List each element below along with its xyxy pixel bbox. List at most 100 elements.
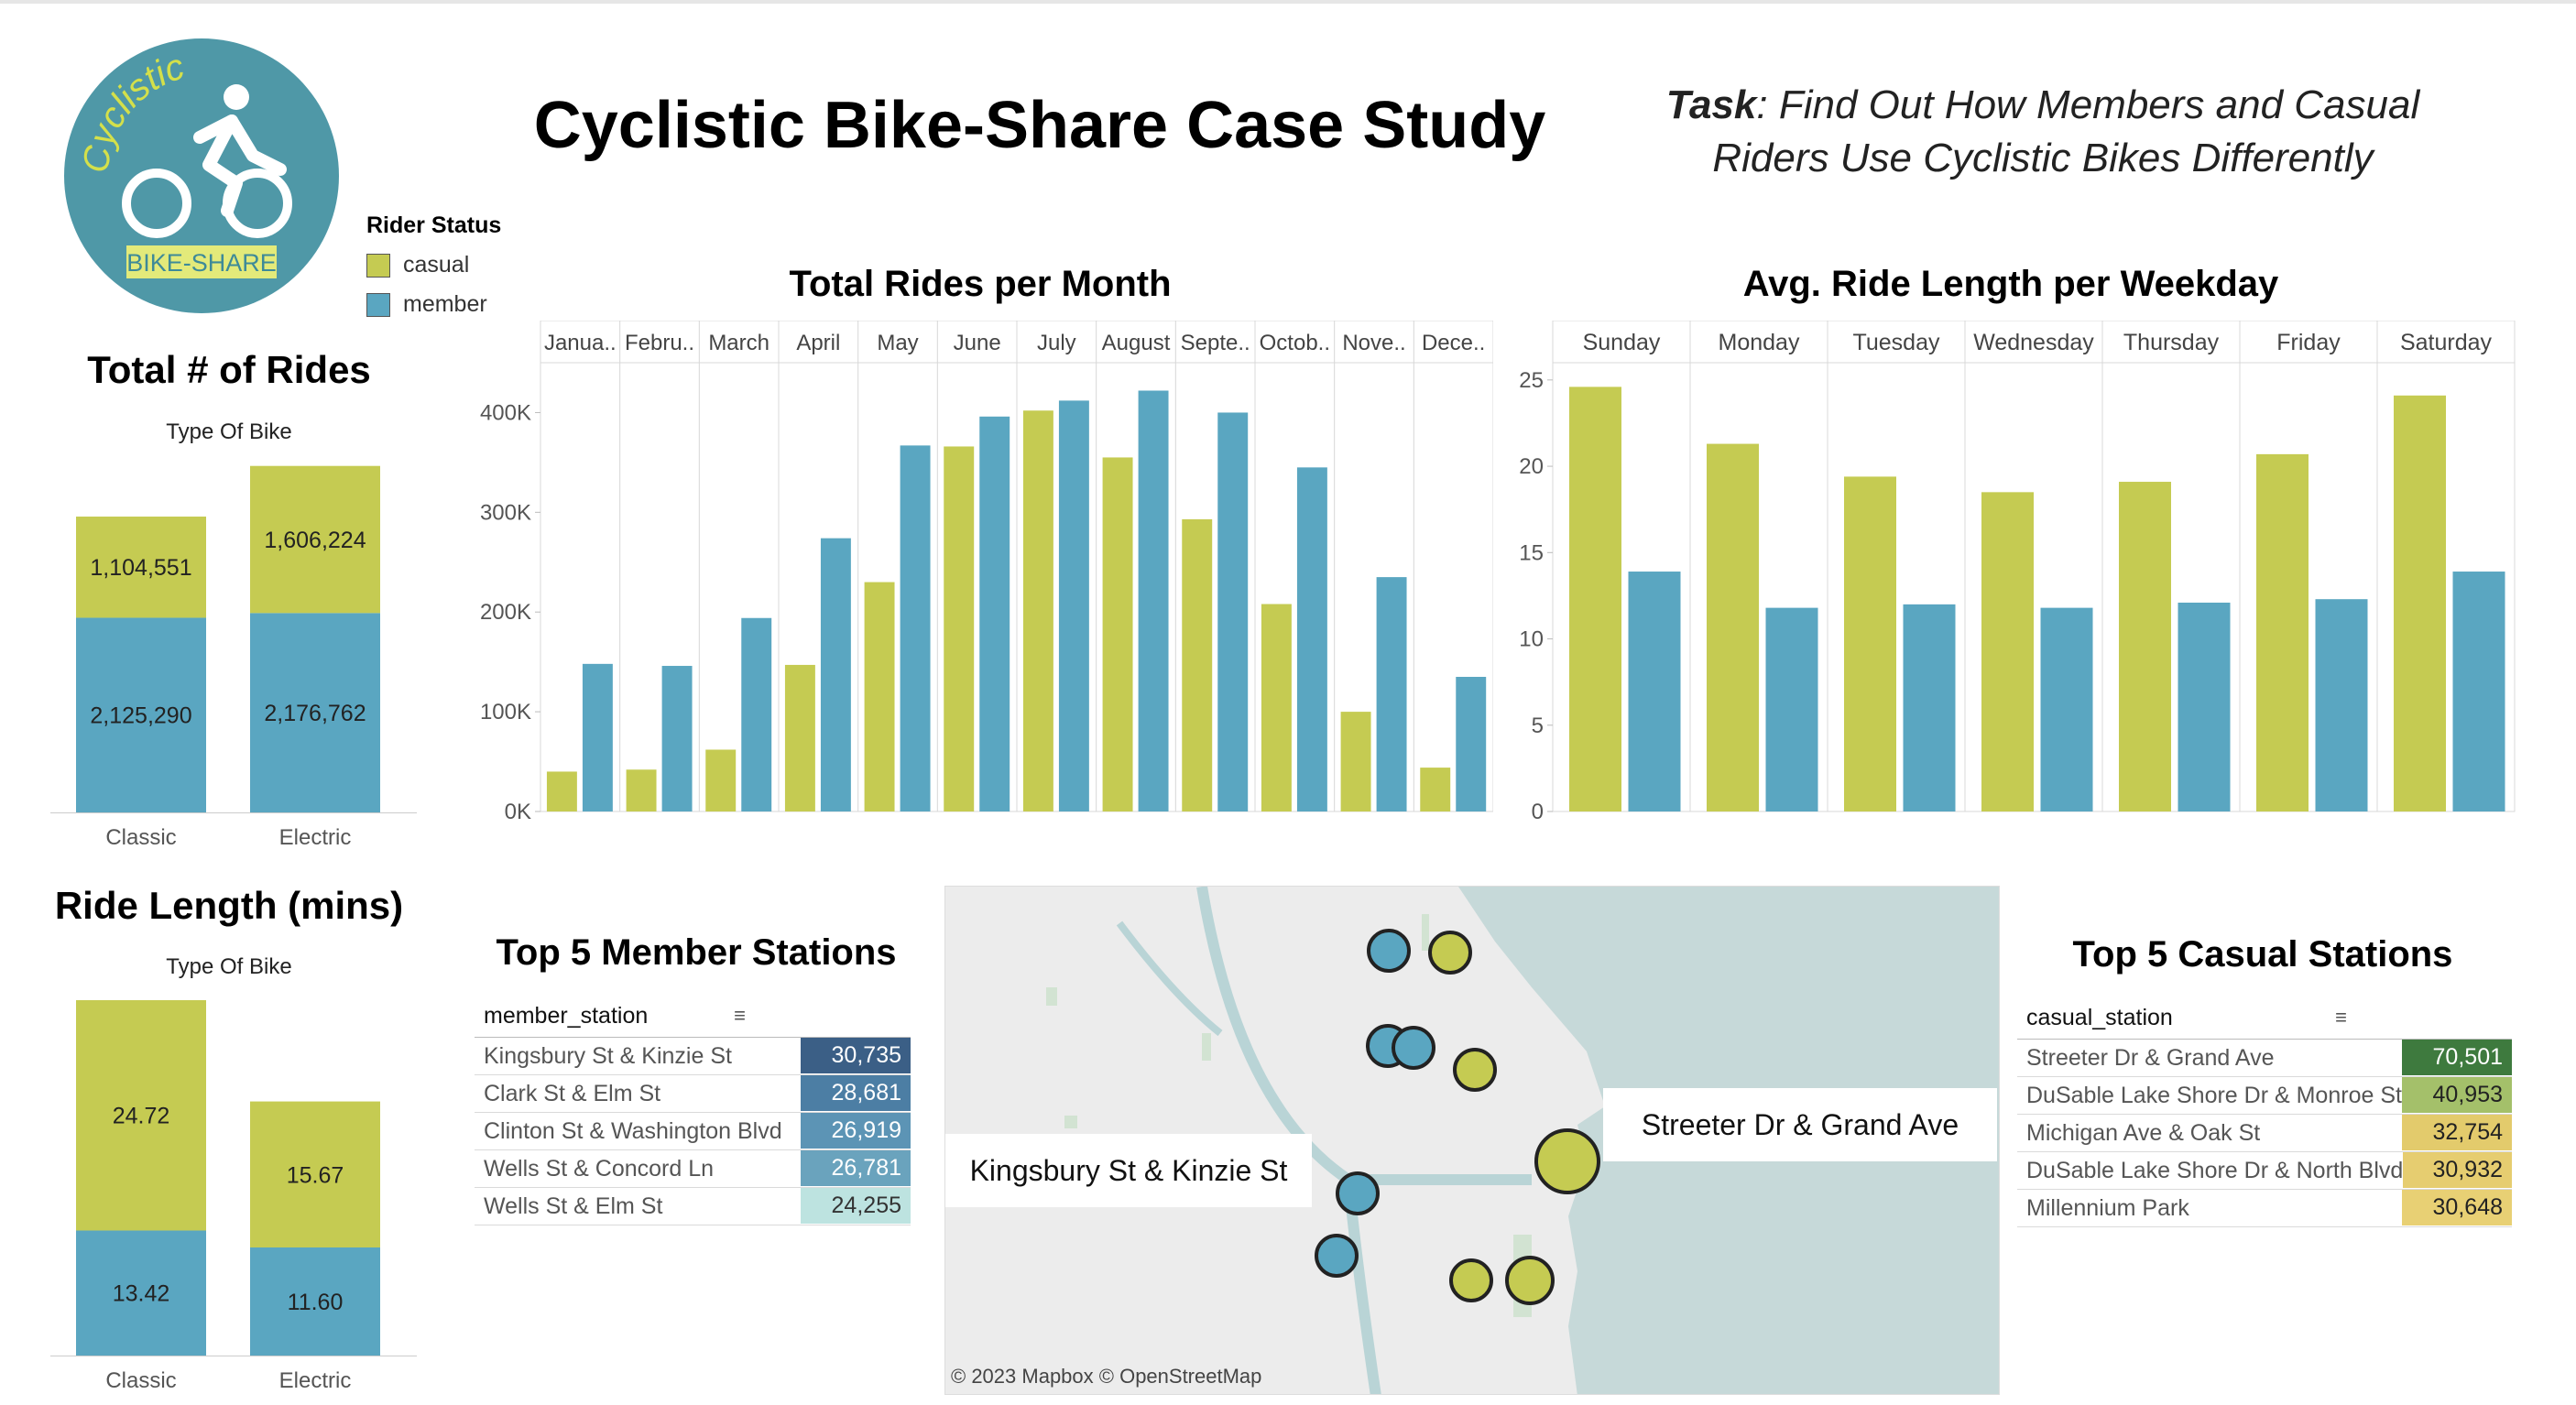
bar-casual — [1981, 492, 2034, 811]
y-tick-label: 300K — [480, 500, 531, 525]
station-map[interactable]: Kingsbury St & Kinzie St Streeter Dr & G… — [944, 886, 2000, 1395]
park-area — [1046, 987, 1057, 1006]
column-header-label: March — [708, 331, 770, 355]
ride-count: 26,781 — [801, 1150, 911, 1187]
data-label: 11.60 — [288, 1290, 344, 1315]
data-label: 15.67 — [287, 1162, 344, 1188]
top-rule — [0, 0, 2576, 4]
bar-casual — [1844, 476, 1896, 811]
x-tick-label: Classic — [105, 825, 176, 850]
station-name: Kingsbury St & Kinzie St — [484, 1042, 732, 1069]
table-row[interactable]: DuSable Lake Shore Dr & Monroe St 40,953 — [2017, 1077, 2512, 1115]
bar-member — [2040, 607, 2093, 811]
bar-casual — [784, 664, 815, 811]
bar-casual — [1707, 443, 1759, 811]
bar-casual — [1340, 712, 1371, 811]
table-row[interactable]: Wells St & Elm St 24,255 — [475, 1188, 911, 1225]
legend-item-casual[interactable]: casual — [366, 252, 501, 278]
bar-casual-classic — [76, 1000, 206, 1231]
table-row[interactable]: DuSable Lake Shore Dr & North Blvd 30,932 — [2017, 1152, 2512, 1190]
ride-length-chart: 13.42 24.72 Classic 11.60 15.67 Electric — [50, 1000, 417, 1393]
station-marker-casual[interactable] — [1449, 1258, 1493, 1302]
rider-status-legend: Rider Status casual member — [366, 212, 501, 331]
table-row[interactable]: Michigan Ave & Oak St 32,754 — [2017, 1115, 2512, 1152]
monthly-chart-title: Total Rides per Month — [789, 264, 1172, 304]
bar-casual-classic — [76, 517, 206, 618]
member-stations-title: Top 5 Member Stations — [496, 932, 897, 973]
bar-member — [582, 663, 613, 811]
station-marker-member[interactable] — [1315, 1234, 1359, 1278]
station-marker-streeter-grand[interactable] — [1534, 1128, 1600, 1194]
bar-casual — [944, 446, 975, 811]
sort-icon[interactable]: ≡ — [734, 1004, 746, 1027]
bar-member — [1628, 572, 1681, 811]
station-marker-casual[interactable] — [1428, 931, 1472, 975]
y-tick-label: 15 — [1519, 540, 1544, 565]
weekday-ride-length-chart: 0 5 10 15 20 25 Sunday Monday Tuesday Wednesday Th… — [1519, 321, 2516, 824]
bar-casual — [1569, 387, 1621, 811]
table-header[interactable]: casual_station ≡ — [2017, 997, 2512, 1040]
casual-stations-title: Top 5 Casual Stations — [2072, 934, 2453, 975]
column-header-label: Tuesday — [1853, 330, 1940, 355]
column-header-label: Nove.. — [1342, 331, 1405, 355]
park-area — [1202, 1033, 1211, 1061]
park-area — [1064, 1116, 1077, 1128]
table-row[interactable]: Wells St & Concord Ln 26,781 — [475, 1150, 911, 1188]
y-tick-label: 5 — [1532, 713, 1544, 738]
table-row[interactable]: Streeter Dr & Grand Ave 70,501 — [2017, 1040, 2512, 1077]
casual-stations-table: casual_station ≡ Streeter Dr & Grand Ave… — [2017, 997, 2512, 1227]
x-tick-label: Electric — [279, 1368, 352, 1393]
task-body: : Find Out How Members and Casual Riders… — [1712, 82, 2420, 180]
station-marker-kingsbury-kinzie[interactable] — [1336, 1171, 1380, 1215]
column-header-label: Thursday — [2123, 330, 2220, 355]
legend-item-member[interactable]: member — [366, 291, 501, 318]
station-marker-member[interactable] — [1392, 1026, 1435, 1070]
y-tick-label: 10 — [1519, 627, 1544, 652]
chicago-river-north — [1196, 887, 1532, 1185]
station-name: Millennium Park — [2026, 1194, 2189, 1221]
ride-count: 70,501 — [2402, 1040, 2512, 1076]
bar-member — [900, 445, 931, 811]
station-marker-member[interactable] — [1367, 929, 1411, 973]
y-tick-label: 100K — [480, 700, 531, 724]
map-label-streeter: Streeter Dr & Grand Ave — [1603, 1088, 1997, 1161]
legend-swatch-casual — [366, 253, 390, 278]
legend-title: Rider Status — [366, 212, 502, 238]
map-label-kingsbury: Kingsbury St & Kinzie St — [945, 1134, 1312, 1207]
y-tick-label: 200K — [480, 600, 531, 625]
ride-count: 26,919 — [801, 1113, 911, 1149]
bar-member — [1456, 677, 1487, 811]
data-label: 2,176,762 — [264, 701, 366, 726]
bar-member-electric — [250, 1247, 380, 1356]
table-row[interactable]: Kingsbury St & Kinzie St 30,735 — [475, 1038, 911, 1075]
ride-count: 40,953 — [2402, 1077, 2512, 1114]
table-row[interactable]: Clinton St & Washington Blvd 26,919 — [475, 1113, 911, 1150]
station-name: Wells St & Concord Ln — [484, 1155, 715, 1182]
station-marker-casual[interactable] — [1505, 1256, 1555, 1305]
sort-icon[interactable]: ≡ — [2335, 1006, 2347, 1029]
column-header-label: Dece.. — [1422, 331, 1485, 355]
legend-swatch-member — [366, 292, 390, 317]
legend-label-casual: casual — [403, 252, 470, 278]
bar-casual — [2256, 453, 2309, 811]
map-attribution[interactable]: © 2023 Mapbox © OpenStreetMap — [951, 1365, 1262, 1388]
station-name: Michigan Ave & Oak St — [2026, 1119, 2261, 1146]
bar-member — [1296, 467, 1327, 811]
total-rides-title: Total # of Rides — [87, 348, 371, 391]
bar-casual — [546, 771, 577, 811]
x-tick-label: Electric — [279, 825, 352, 850]
column-header-label: July — [1037, 331, 1076, 355]
member-stations-table: member_station ≡ Kingsbury St & Kinzie S… — [475, 995, 911, 1225]
station-marker-casual[interactable] — [1453, 1048, 1497, 1092]
table-row[interactable]: Millennium Park 30,648 — [2017, 1190, 2512, 1227]
column-header-label: April — [796, 331, 840, 355]
station-name: DuSable Lake Shore Dr & Monroe St — [2026, 1082, 2402, 1108]
column-header-label: June — [954, 331, 1001, 355]
column-header-label: Saturday — [2400, 330, 2493, 355]
x-tick-label: Classic — [105, 1368, 176, 1393]
table-header[interactable]: member_station ≡ — [475, 995, 911, 1038]
weekday-chart-title: Avg. Ride Length per Weekday — [1742, 264, 2279, 304]
total-rides-subtitle: Type Of Bike — [166, 419, 292, 444]
bar-casual — [864, 582, 895, 811]
table-row[interactable]: Clark St & Elm St 28,681 — [475, 1075, 911, 1113]
